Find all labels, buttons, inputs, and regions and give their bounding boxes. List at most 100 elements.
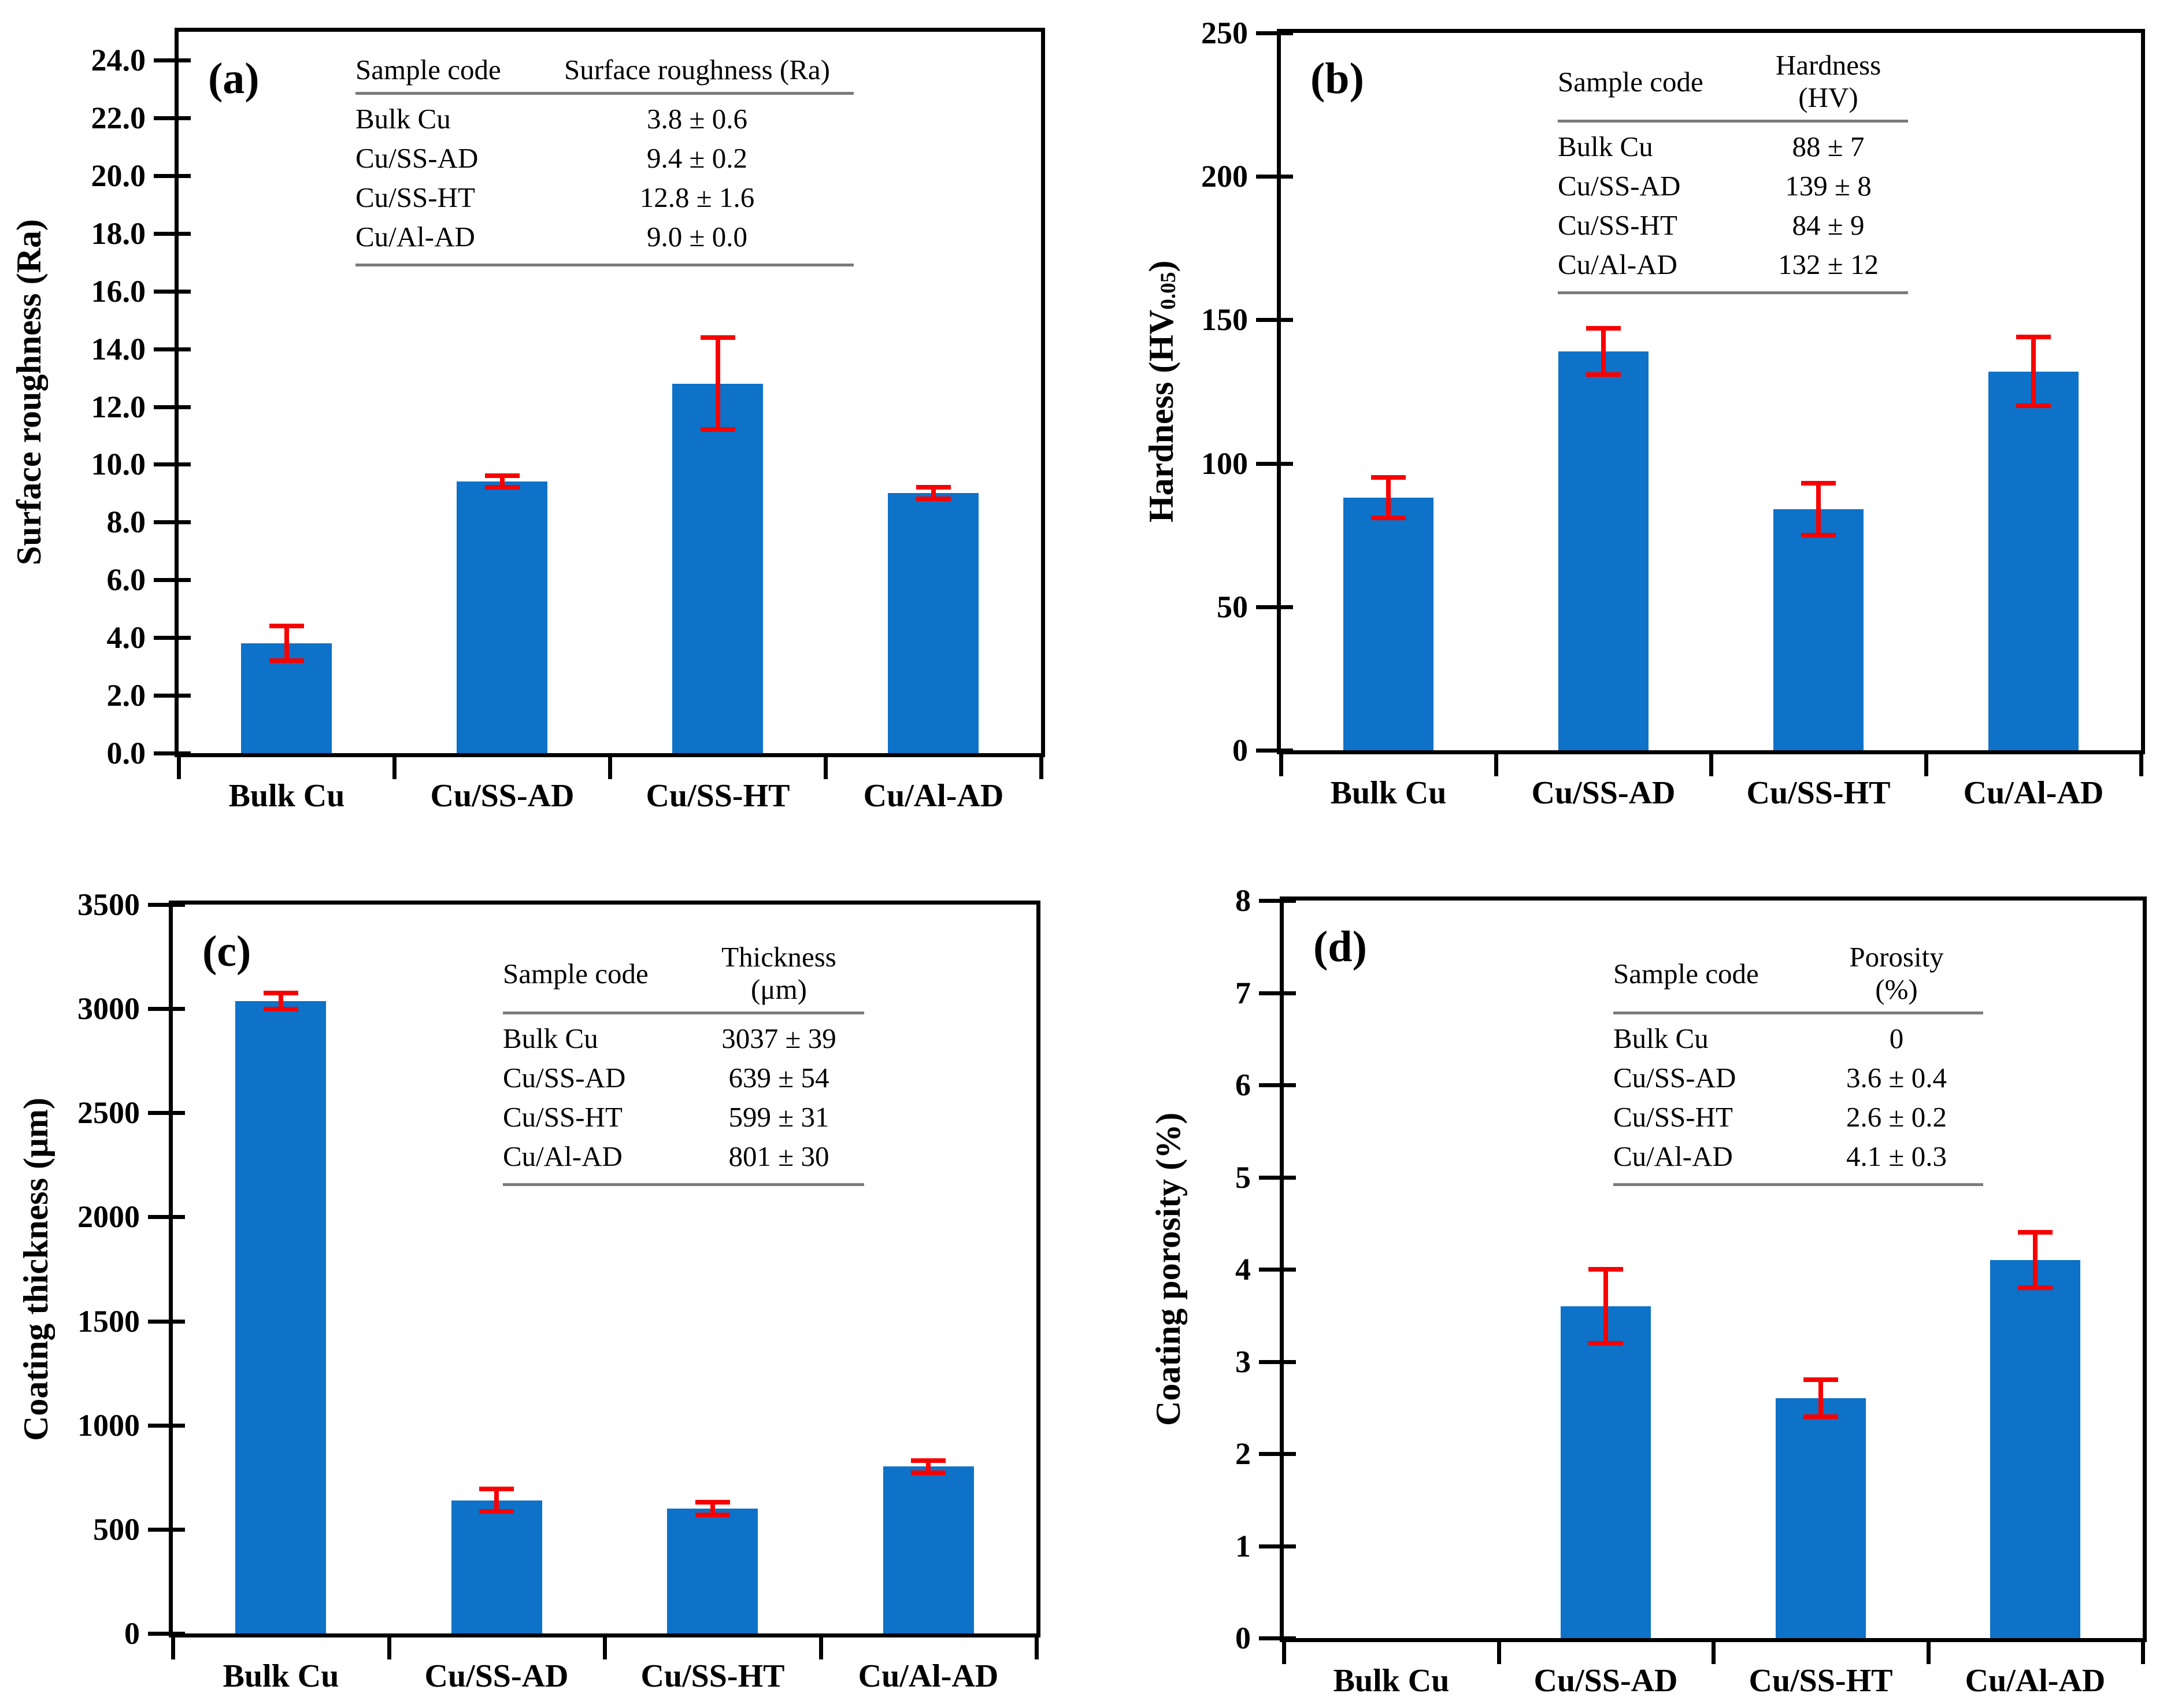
error-bar-line [2033,1232,2038,1288]
error-bar-cap-top [2016,335,2051,339]
y-axis-tick-label: 2500 [77,1095,140,1131]
y-axis-tick-label: 0 [1232,733,1248,768]
bar-cu-al-ad [1988,372,2079,750]
y-axis-tick [148,1007,185,1012]
x-category-label: Cu/Al-AD [858,1658,999,1694]
error-bar-cap-top [479,1487,514,1491]
error-bar-line [716,338,720,430]
x-axis-tick [2139,754,2143,776]
bar-cu-ss-ad [451,1500,542,1633]
x-axis-tick [824,757,828,779]
table-header-value-line: Porosity [1849,941,1944,973]
x-category-label: Cu/SS-AD [1531,775,1676,811]
error-bar-cap-bottom [2016,403,2051,408]
y-axis-tick-label: 0 [124,1616,140,1651]
y-axis-tick [154,694,191,698]
y-axis-tick [154,520,191,525]
y-axis-tick-label: 6.0 [106,562,146,598]
table-cell-value: 9.4 ± 0.2 [647,142,747,174]
y-axis-tick-label: 8.0 [106,505,146,540]
y-axis-tick [148,1319,185,1324]
table-cell-value: 3.6 ± 0.4 [1846,1062,1947,1094]
y-axis-tick-label: 5 [1235,1159,1251,1195]
table-row: Cu/Al-AD 801 ± 30 [503,1137,864,1176]
table-header-sample-code: Sample code [355,54,501,86]
error-bar-cap-top [2018,1230,2053,1235]
error-bar-line [1386,477,1391,517]
table-cell-value: 2.6 ± 0.2 [1846,1101,1947,1133]
y-axis-tick-label: 0 [1235,1621,1251,1655]
y-axis-tick [154,405,191,409]
table-body: Bulk Cu 0 Cu/SS-AD 3.6 ± 0.4 Cu/SS-HT 2.6 ± 0… [1613,1014,1983,1186]
error-bar-line [1601,328,1606,374]
x-axis-tick [1035,1637,1039,1659]
table-cell-value: 139 ± 8 [1785,170,1872,202]
y-axis-tick [1259,899,1296,903]
table-row: Cu/SS-AD 3.6 ± 0.4 [1613,1058,1983,1098]
table-header-row: Sample code Surface roughness (Ra) [355,53,854,95]
table-cell-value: 88 ± 7 [1792,131,1865,162]
table-row: Cu/SS-AD 139 ± 8 [1558,166,1908,206]
y-axis-tick-label: 6 [1235,1068,1251,1102]
bar-cu-al-ad [1990,1260,2080,1638]
x-category-label: Bulk Cu [1330,775,1447,811]
table-cell-sample-code: Bulk Cu [1558,131,1653,162]
inset-data-table: Sample code Thickness (μm) Bulk Cu 3037 ± 39… [503,941,864,1186]
table-cell-value: 3037 ± 39 [721,1022,836,1054]
error-bar-cap-top [1586,326,1621,331]
table-body: Bulk Cu 3037 ± 39 Cu/SS-AD 639 ± 54 Cu/SS-HT… [503,1014,864,1186]
y-axis-tick-label: 200 [1201,159,1248,194]
y-axis-tick-label: 1000 [77,1407,140,1443]
y-axis-tick [154,751,191,755]
error-bar-line [1818,1380,1823,1417]
plot-area [1259,896,2147,1664]
error-bar-cap-top [1803,1377,1838,1382]
table-header-sample-code: Sample code [1558,65,1703,98]
x-axis-tick [818,1637,823,1659]
table-header-sample-code: Sample code [503,957,649,990]
table-header-row: Sample code Hardness (HV) [1558,49,1908,123]
panel-b-hardness: Hardness (HV0.05) 0 50 100 150 200 250 Bulk Cu C… [1084,0,2167,854]
y-axis-tick-label: 22.0 [91,100,146,135]
error-bar-cap-bottom [485,485,520,490]
x-axis-tick [603,1637,607,1659]
y-axis-tick [1259,1544,1296,1548]
y-axis-tick-label: 8 [1235,883,1251,918]
y-axis-tick [1259,1636,1296,1640]
y-axis-tick [1259,1359,1296,1364]
x-category-label: Cu/SS-HT [640,1658,785,1694]
table-header-row: Sample code Porosity (%) [1613,941,1983,1014]
y-axis-tick [148,1423,185,1428]
table-cell-sample-code: Cu/SS-AD [503,1062,626,1094]
table-header-value-line: (%) [1875,973,1918,1005]
table-cell-value: 12.8 ± 1.6 [639,181,755,213]
panel-letter: (a) [208,54,260,103]
y-axis-tick [1259,1083,1296,1087]
table-row: Bulk Cu 0 [1613,1019,1983,1058]
error-bar-cap-bottom [2018,1285,2053,1290]
error-bar-cap-top [1371,475,1406,480]
table-cell-value: 132 ± 12 [1778,249,1879,280]
error-bar-line [1603,1269,1608,1343]
y-axis-tick [148,1111,185,1116]
error-bar-cap-bottom [1588,1341,1623,1346]
y-axis-title-end: ) [1142,260,1180,272]
table-body: Bulk Cu 3.8 ± 0.6 Cu/SS-AD 9.4 ± 0.2 Cu/SS-H… [355,95,854,266]
panel-c-coating-thickness: Coating thickness (μm) 0 500 1000 1500 2000 25… [0,854,1083,1708]
table-row: Cu/SS-AD 9.4 ± 0.2 [355,139,854,178]
table-cell-sample-code: Bulk Cu [503,1022,598,1054]
y-axis-tick [154,636,191,640]
x-category-label: Cu/SS-AD [430,778,575,814]
table-cell-sample-code: Cu/SS-HT [1558,209,1677,241]
x-category-label: Bulk Cu [223,1658,339,1694]
y-axis-tick-label: 1 [1235,1528,1251,1563]
y-axis-tick-label: 24.0 [91,43,146,77]
y-axis-tick [154,116,191,120]
y-axis-tick [1256,461,1293,466]
y-axis-title: Hardness (HV0.05) [1142,29,1181,754]
x-axis-tick [171,1637,175,1659]
error-bar-cap-top [269,624,304,628]
table-cell-sample-code: Cu/SS-AD [355,142,479,174]
y-axis-tick [154,462,191,467]
table-cell-value: 801 ± 30 [728,1140,829,1172]
